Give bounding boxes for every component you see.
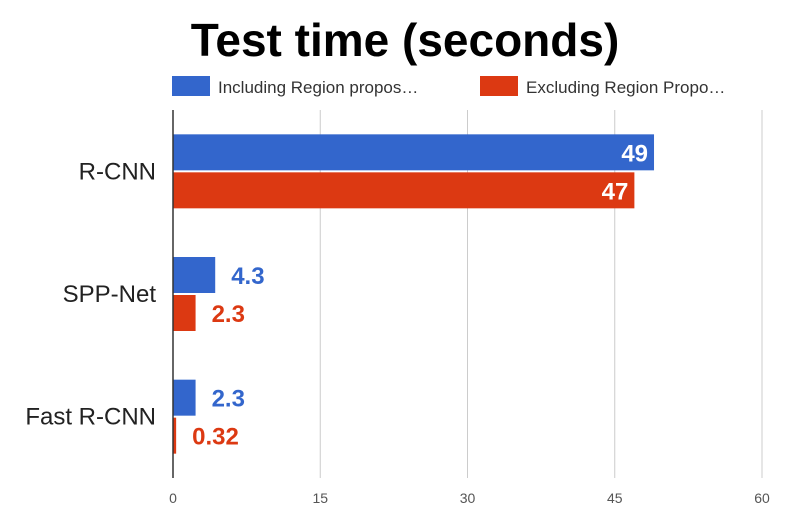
bars (173, 134, 655, 454)
data-label: 49 (621, 140, 648, 167)
data-label: 0.32 (192, 424, 239, 451)
data-label: 2.3 (212, 386, 245, 413)
chart-title: Test time (seconds) (191, 14, 620, 66)
bar (173, 257, 216, 293)
bar (173, 134, 655, 171)
category-label: R-CNN (79, 158, 156, 185)
bar (173, 295, 196, 331)
x-axis: 0 15 30 45 60 (169, 110, 770, 506)
data-label: 2.3 (212, 301, 245, 328)
category-labels: R-CNN SPP-Net Fast R-CNN (25, 158, 156, 430)
data-label: 4.3 (231, 263, 264, 290)
legend-swatch-excluding (480, 76, 518, 96)
x-tick-label: 0 (169, 490, 177, 506)
category-label: SPP-Net (63, 281, 157, 308)
x-tick-label: 45 (607, 490, 623, 506)
legend-label-including: Including Region propos… (218, 78, 418, 97)
data-labels: 49 47 4.3 2.3 2.3 0.32 (192, 140, 648, 450)
data-label: 47 (602, 178, 629, 205)
x-tick-label: 30 (460, 490, 476, 506)
bar (173, 172, 635, 209)
bar (173, 379, 196, 416)
x-tick-label: 15 (312, 490, 328, 506)
bar (173, 417, 177, 454)
legend-swatch-including (172, 76, 210, 96)
x-tick-label: 60 (754, 490, 770, 506)
legend: Including Region propos… Excluding Regio… (172, 76, 725, 97)
category-label: Fast R-CNN (25, 404, 156, 431)
gridlines (319, 110, 763, 478)
legend-label-excluding: Excluding Region Propo… (526, 78, 725, 97)
